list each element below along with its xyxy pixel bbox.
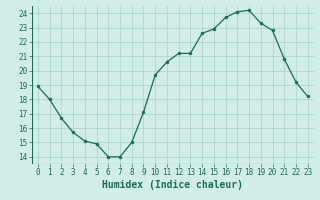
X-axis label: Humidex (Indice chaleur): Humidex (Indice chaleur) bbox=[102, 180, 243, 190]
